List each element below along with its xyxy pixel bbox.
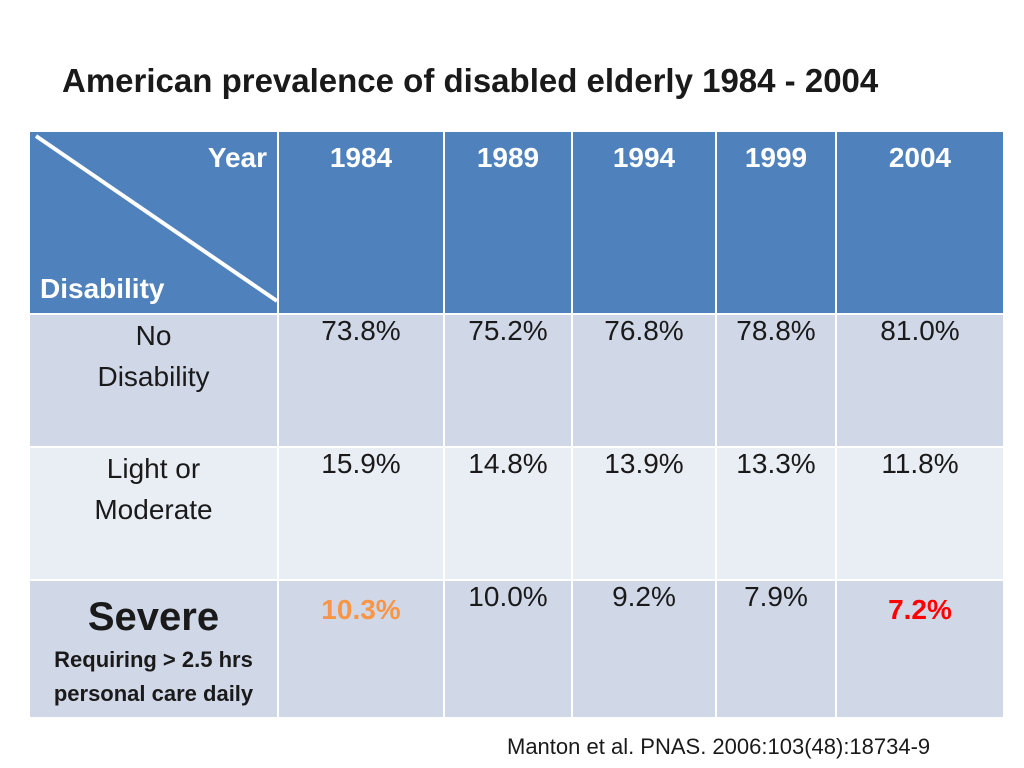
cell-no-disability-2004: 81.0% [835, 313, 1005, 448]
row-severe: Severe Requiring > 2.5 hrs personal care… [28, 579, 1005, 719]
year-header-1989: 1989 [443, 130, 573, 315]
row-label-line1: Light or [106, 453, 201, 484]
diagonal-divider [34, 134, 279, 303]
cell-severe-2004-highlight: 7.2% [835, 579, 1005, 719]
row-no-disability: No Disability 73.8% 75.2% 76.8% 78.8% 81… [28, 313, 1005, 448]
page-title: American prevalence of disabled elderly … [62, 62, 879, 99]
cell-light-moderate-1994: 13.9% [571, 446, 717, 581]
row-label-line2: Disability [97, 361, 210, 392]
source-citation: Manton et al. PNAS. 2006:103(48):18734-9 [507, 734, 931, 759]
cell-light-moderate-1984: 15.9% [277, 446, 445, 581]
row-label-severe: Severe Requiring > 2.5 hrs personal care… [28, 579, 279, 719]
cell-light-moderate-1999: 13.3% [715, 446, 837, 581]
row-label-light-moderate: Light or Moderate [28, 446, 279, 581]
cell-light-moderate-2004: 11.8% [835, 446, 1005, 581]
row-label-line1: No [135, 320, 172, 351]
prevalence-table: Year Disability 1984 1989 1994 1999 2004… [28, 130, 1005, 719]
header-row: Year Disability 1984 1989 1994 1999 2004 [28, 130, 1005, 315]
cell-severe-1984-highlight: 10.3% [277, 579, 445, 719]
row-light-moderate: Light or Moderate 15.9% 14.8% 13.9% 13.3… [28, 446, 1005, 581]
cell-severe-1994: 9.2% [571, 579, 717, 719]
corner-year-label: Year [207, 142, 267, 173]
row-label-severe-sub2: personal care daily [53, 681, 254, 706]
cell-severe-1999: 7.9% [715, 579, 837, 719]
year-header-1984: 1984 [277, 130, 445, 315]
cell-severe-1989: 10.0% [443, 579, 573, 719]
corner-disability-label: Disability [40, 273, 165, 304]
corner-header-cell: Year Disability [28, 130, 279, 315]
row-label-line2: Moderate [94, 494, 213, 525]
cell-no-disability-1994: 76.8% [571, 313, 717, 448]
cell-light-moderate-1989: 14.8% [443, 446, 573, 581]
cell-no-disability-1989: 75.2% [443, 313, 573, 448]
year-header-1994: 1994 [571, 130, 717, 315]
year-header-2004: 2004 [835, 130, 1005, 315]
row-label-severe-main: Severe [87, 595, 220, 639]
cell-no-disability-1999: 78.8% [715, 313, 837, 448]
cell-no-disability-1984: 73.8% [277, 313, 445, 448]
year-header-1999: 1999 [715, 130, 837, 315]
row-label-severe-sub1: Requiring > 2.5 hrs [54, 647, 253, 672]
row-label-no-disability: No Disability [28, 313, 279, 448]
